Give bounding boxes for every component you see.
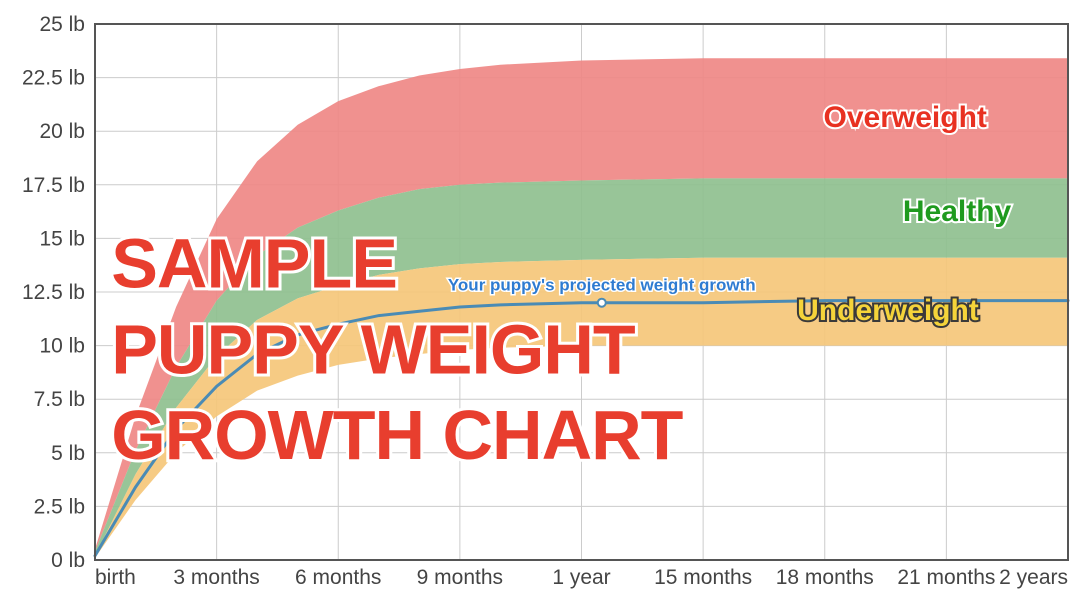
band-label-healthy: Healthy	[903, 195, 1012, 228]
chart-svg: Your puppy's projected weight growth 0 lb…	[0, 0, 1080, 612]
x-tick-label: 18 months	[776, 566, 874, 589]
x-tick-label: 15 months	[654, 566, 752, 589]
y-tick-label: 10 lb	[39, 335, 85, 358]
y-tick-label: 17.5 lb	[22, 174, 85, 197]
watermark-line: SAMPLE	[111, 225, 397, 303]
projection-marker	[598, 299, 606, 307]
y-tick-label: 0 lb	[51, 549, 85, 572]
y-tick-label: 5 lb	[51, 442, 85, 465]
band-label-underweight: Underweight	[797, 294, 979, 327]
x-tick-label: 1 year	[552, 566, 610, 589]
y-tick-label: 7.5 lb	[34, 388, 85, 411]
y-tick-label: 25 lb	[39, 13, 85, 36]
watermark-line: GROWTH CHART	[111, 396, 682, 474]
x-tick-label: 21 months	[897, 566, 995, 589]
watermark-line: PUPPY WEIGHT	[111, 310, 635, 388]
x-tick-label: 6 months	[295, 566, 381, 589]
y-tick-label: 2.5 lb	[34, 495, 85, 518]
y-tick-label: 12.5 lb	[22, 281, 85, 304]
x-tick-label: birth	[95, 566, 136, 589]
y-tick-label: 22.5 lb	[22, 67, 85, 90]
projection-label: Your puppy's projected weight growth	[448, 276, 756, 295]
y-tick-label: 20 lb	[39, 120, 85, 143]
x-tick-label: 3 months	[173, 566, 259, 589]
x-tick-label: 2 years	[999, 566, 1068, 589]
puppy-weight-growth-chart: Your puppy's projected weight growth 0 lb…	[0, 0, 1080, 612]
x-tick-label: 9 months	[417, 566, 503, 589]
band-label-overweight: Overweight	[824, 101, 987, 134]
y-tick-label: 15 lb	[39, 227, 85, 250]
